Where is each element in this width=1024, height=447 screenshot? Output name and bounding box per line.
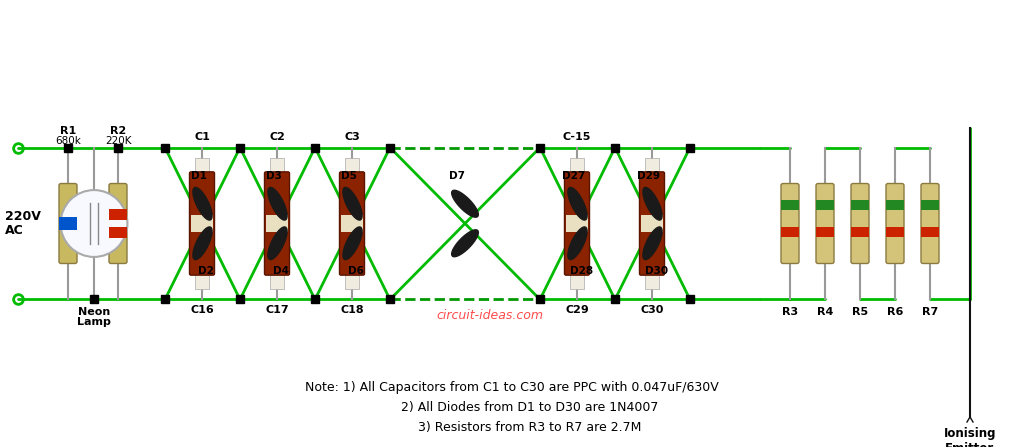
Text: C-15: C-15 [563, 131, 591, 142]
Polygon shape [643, 187, 663, 220]
Bar [345, 274, 359, 289]
Text: D27: D27 [562, 171, 586, 181]
FancyBboxPatch shape [640, 172, 665, 275]
Polygon shape [452, 230, 478, 257]
Text: C16: C16 [190, 305, 214, 316]
Bar [191, 215, 213, 232]
Text: 220K: 220K [104, 135, 131, 146]
Polygon shape [193, 227, 212, 260]
FancyBboxPatch shape [886, 184, 904, 263]
Bar [195, 274, 209, 289]
Text: C17: C17 [265, 305, 289, 316]
FancyBboxPatch shape [109, 184, 127, 263]
Polygon shape [643, 227, 663, 260]
Bar [921, 200, 939, 210]
Bar [781, 200, 799, 210]
Bar [341, 215, 362, 232]
FancyBboxPatch shape [564, 172, 590, 275]
Text: Neon: Neon [78, 308, 111, 317]
Bar [641, 215, 663, 232]
Bar [851, 227, 869, 237]
FancyBboxPatch shape [816, 184, 834, 263]
Text: 220V
AC: 220V AC [5, 210, 41, 237]
Polygon shape [568, 187, 587, 220]
Text: R2: R2 [110, 126, 126, 135]
Text: D2: D2 [199, 266, 214, 276]
Polygon shape [343, 187, 362, 220]
Bar [781, 227, 799, 237]
Bar [109, 209, 127, 220]
Bar [270, 158, 284, 173]
Bar [270, 274, 284, 289]
Text: Lamp: Lamp [77, 317, 111, 328]
Text: C3: C3 [344, 131, 359, 142]
Text: 680k: 680k [55, 135, 81, 146]
Text: C29: C29 [565, 305, 589, 316]
Polygon shape [268, 227, 287, 260]
FancyBboxPatch shape [921, 184, 939, 263]
Circle shape [60, 190, 127, 257]
Polygon shape [193, 187, 212, 220]
Polygon shape [452, 190, 478, 217]
Text: R1: R1 [59, 126, 76, 135]
Text: D1: D1 [190, 171, 207, 181]
FancyBboxPatch shape [264, 172, 290, 275]
Bar [109, 227, 127, 238]
Text: C1: C1 [195, 131, 210, 142]
FancyBboxPatch shape [781, 184, 799, 263]
Text: Ionising
Emitter: Ionising Emitter [944, 427, 996, 447]
Bar [886, 227, 904, 237]
Text: circuit-ideas.com: circuit-ideas.com [436, 309, 544, 322]
Text: 2) All Diodes from D1 to D30 are 1N4007: 2) All Diodes from D1 to D30 are 1N4007 [366, 401, 658, 413]
Text: D7: D7 [450, 171, 466, 181]
Text: C30: C30 [640, 305, 664, 316]
Text: R3: R3 [782, 308, 798, 317]
Text: D29: D29 [637, 171, 660, 181]
Polygon shape [268, 187, 287, 220]
FancyBboxPatch shape [851, 184, 869, 263]
FancyBboxPatch shape [189, 172, 214, 275]
Text: R6: R6 [887, 308, 903, 317]
Bar [59, 217, 77, 230]
Text: D30: D30 [645, 266, 668, 276]
Bar [345, 158, 359, 173]
Text: C18: C18 [340, 305, 364, 316]
Bar [921, 227, 939, 237]
Text: Note: 1) All Capacitors from C1 to C30 are PPC with 0.047uF/630V: Note: 1) All Capacitors from C1 to C30 a… [305, 380, 719, 393]
FancyBboxPatch shape [340, 172, 365, 275]
Text: D28: D28 [569, 266, 593, 276]
Bar [851, 200, 869, 210]
Bar [566, 215, 588, 232]
Text: R7: R7 [922, 308, 938, 317]
Bar [195, 158, 209, 173]
Text: D5: D5 [341, 171, 356, 181]
Polygon shape [568, 227, 587, 260]
Text: R4: R4 [817, 308, 834, 317]
Text: D3: D3 [266, 171, 282, 181]
Text: D4: D4 [273, 266, 289, 276]
Bar [816, 200, 834, 210]
Bar [266, 215, 288, 232]
Bar [645, 274, 659, 289]
Text: C2: C2 [269, 131, 285, 142]
Bar [570, 274, 584, 289]
Bar [645, 158, 659, 173]
Polygon shape [343, 227, 362, 260]
FancyBboxPatch shape [59, 184, 77, 263]
Text: D6: D6 [348, 266, 365, 276]
Text: 3) Resistors from R3 to R7 are 2.7M: 3) Resistors from R3 to R7 are 2.7M [382, 421, 642, 434]
Bar [816, 227, 834, 237]
Bar [886, 200, 904, 210]
Bar [570, 158, 584, 173]
Text: R5: R5 [852, 308, 868, 317]
